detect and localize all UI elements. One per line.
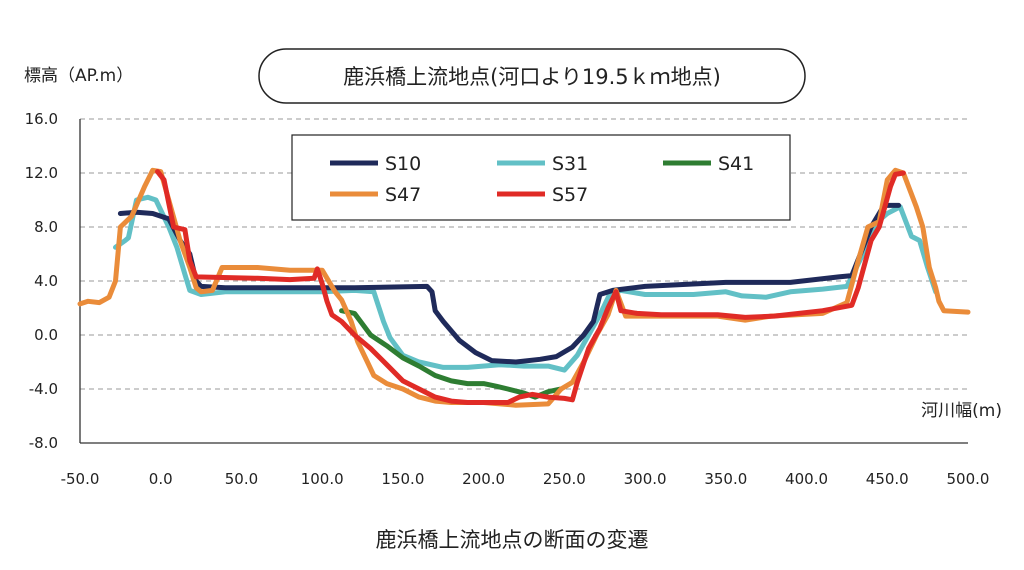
x-tick-label: 50.0: [225, 470, 258, 488]
x-tick-label: 300.0: [624, 470, 667, 488]
y-axis-label: 標高（AP.m）: [24, 66, 133, 86]
legend-label-s41: S41: [718, 153, 754, 175]
y-tick-labels: 16.0 12.0 8.0 4.0 0.0 -4.0 -8.0: [25, 110, 58, 452]
series-line-s57: [155, 169, 906, 405]
x-tick-label: 150.0: [381, 470, 424, 488]
x-tick-label: 400.0: [785, 470, 828, 488]
x-tick-label: 0.0: [149, 470, 173, 488]
y-tick-label: 12.0: [25, 164, 58, 182]
series-line-s31: [113, 194, 939, 373]
title-box: [258, 48, 806, 104]
legend-label-s10: S10: [385, 153, 421, 175]
legend-label-s57: S57: [552, 184, 588, 206]
y-tick-label: 0.0: [34, 326, 58, 344]
x-tick-label: 500.0: [947, 470, 990, 488]
x-tick-label: -50.0: [61, 470, 100, 488]
y-tick-label: -8.0: [29, 434, 58, 452]
y-tick-label: -4.0: [29, 380, 58, 398]
legend: S10 S31 S41 S47 S57: [291, 134, 791, 221]
series-lines: [77, 167, 971, 408]
x-tick-label: 250.0: [543, 470, 586, 488]
legend-label-s31: S31: [552, 153, 588, 175]
y-tick-label: 16.0: [25, 110, 58, 128]
chart-caption: 鹿浜橋上流地点の断面の変遷: [376, 528, 649, 552]
x-tick-label: 450.0: [866, 470, 909, 488]
x-axis-label: 河川幅(m): [921, 401, 1002, 421]
legend-box: [291, 134, 791, 221]
axes: [79, 119, 968, 444]
legend-label-s47: S47: [385, 184, 421, 206]
x-tick-label: 350.0: [704, 470, 747, 488]
x-tick-label: 100.0: [301, 470, 344, 488]
x-tick-labels: -50.0 0.0 50.0 100.0 150.0 200.0 250.0 300.0 350…: [61, 470, 990, 488]
y-tick-label: 8.0: [34, 218, 58, 236]
x-tick-label: 200.0: [462, 470, 505, 488]
y-tick-label: 4.0: [34, 272, 58, 290]
series-line-s10: [117, 202, 902, 365]
chart-title: 鹿浜橋上流地点(河口より19.5ｋｍ地点): [343, 65, 721, 89]
